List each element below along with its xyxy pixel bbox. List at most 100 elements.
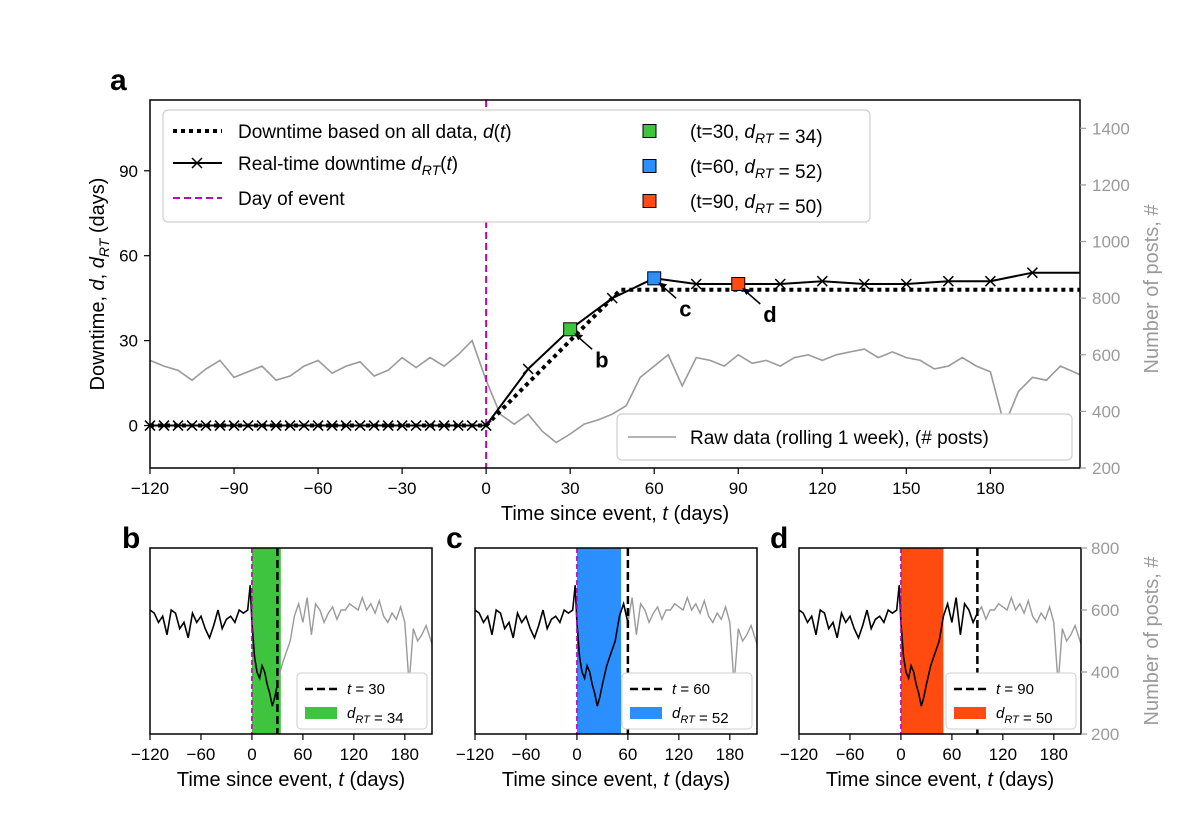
realtime-x-marker [158, 420, 170, 432]
axes-frame [149, 547, 433, 735]
small-legend-drt: dRT = 50 [996, 705, 1053, 727]
realtime-x-marker [172, 420, 184, 432]
realtime-x-marker [690, 278, 702, 290]
legend-marker-label: (t=60, dRT = 52) [690, 157, 823, 183]
y-tick-label: 30 [119, 332, 138, 351]
realtime-x-marker [522, 363, 534, 375]
realtime-x-marker [452, 420, 464, 432]
main-panel: b c d −120 −90 −60 −30 0 30 60 90 120 150 180 0 30 60 90 2… [87, 99, 1163, 525]
y-tick-label: 0 [129, 417, 138, 436]
small-legend-drt: dRT = 34 [347, 705, 404, 727]
x-tick-label: 150 [892, 479, 920, 498]
axes-frame [798, 547, 1082, 735]
legend-marker-swatch [642, 194, 657, 208]
legend-x-marker [191, 157, 203, 169]
realtime-x-marker [396, 420, 408, 432]
x-tick-label: 30 [561, 479, 580, 498]
x-tick-label: 120 [808, 479, 836, 498]
x-tick-label: −60 [836, 745, 865, 764]
posts-line-observed [150, 585, 279, 707]
small-legend-shade-swatch [954, 707, 986, 719]
legend-marker-swatch [642, 159, 657, 173]
panel-letter-b: b [122, 522, 140, 555]
posts-line-future [622, 595, 757, 685]
legend-box [162, 109, 871, 223]
realtime-x-marker [816, 275, 828, 287]
realtime-x-marker [284, 420, 296, 432]
y-right-tick-label: 1200 [1092, 176, 1130, 195]
y-right-tick-label: 400 [1092, 402, 1120, 421]
annot-arrowhead-d [742, 288, 752, 295]
x-axis-label: Time since event, t (days) [502, 769, 730, 791]
x-tick-label: −60 [187, 745, 216, 764]
panel-letter-a: a [110, 64, 127, 97]
x-tick-label: 0 [572, 745, 581, 764]
marker-t60 [647, 271, 662, 286]
legend-marker-swatch [642, 124, 657, 138]
realtime-x-marker [200, 420, 212, 432]
y-right-tick-label: 200 [1092, 459, 1120, 478]
raw-legend-box [616, 413, 1073, 461]
annot-label-b: b [595, 347, 608, 372]
small-legend-t: t = 30 [347, 681, 385, 698]
legend-marker-label: (t=90, dRT = 50) [690, 192, 823, 218]
legend-marker-label: (t=30, dRT = 34) [690, 122, 823, 148]
small-legend-t: t = 90 [996, 681, 1034, 698]
marker-t30 [563, 322, 578, 337]
raw-legend-label: Raw data (rolling 1 week), (# posts) [690, 428, 989, 449]
small-legend-shade-swatch [305, 707, 337, 719]
posts-line-future [274, 595, 432, 697]
downtime-shade [900, 548, 944, 734]
realtime-x-marker [214, 420, 226, 432]
realtime-x-marker [424, 420, 436, 432]
y-right-axis-label: Number of posts, # [1141, 204, 1163, 374]
posts-line-observed [475, 585, 629, 707]
annot-arrowhead-b [574, 333, 584, 341]
small-legend-t: t = 60 [672, 681, 710, 698]
axes-frame [149, 99, 1081, 469]
realtime-x-marker [270, 420, 282, 432]
realtime-x-marker [858, 278, 870, 290]
x-tick-label: 180 [976, 479, 1004, 498]
realtime-x-marker [480, 420, 492, 432]
realtime-x-marker [354, 420, 366, 432]
x-tick-label: 180 [1040, 745, 1068, 764]
downtime-all-data-line [150, 287, 1080, 428]
x-tick-label: 120 [665, 745, 693, 764]
x-tick-label: −120 [131, 479, 169, 498]
y-right-axis-label: Number of posts, # [1141, 556, 1163, 726]
y-right-tick-label: 1000 [1092, 233, 1130, 252]
small-legend-drt: dRT = 52 [672, 705, 729, 727]
x-tick-label: 90 [729, 479, 748, 498]
x-tick-label: −120 [780, 745, 818, 764]
realtime-x-marker [466, 420, 478, 432]
small-panel-d: −120 −60 0 60 120 180 Time since event, t (day… [780, 539, 1163, 791]
downtime-shade [251, 548, 281, 734]
x-tick-label: 120 [989, 745, 1017, 764]
y-right-tick-label: 1400 [1092, 119, 1130, 138]
x-tick-label: −90 [220, 479, 249, 498]
posts-line-future [972, 595, 1081, 685]
x-tick-label: 0 [481, 479, 490, 498]
annot-label-d: d [763, 302, 776, 327]
x-tick-label: 60 [645, 479, 664, 498]
realtime-x-marker [382, 420, 394, 432]
axes-frame [474, 547, 758, 735]
small-legend-shade-swatch [630, 707, 662, 719]
small-panel-c: −120 −60 0 60 120 180 Time since event, t (day… [456, 547, 758, 791]
x-tick-label: −60 [304, 479, 333, 498]
x-tick-label: 0 [896, 745, 905, 764]
realtime-x-marker [186, 420, 198, 432]
x-axis-label: Time since event, t (days) [501, 503, 729, 525]
x-tick-label: 60 [618, 745, 637, 764]
x-tick-label: 0 [247, 745, 256, 764]
legend-entry-realtime: Real-time downtime dRT(t) [238, 154, 458, 178]
realtime-x-marker [774, 278, 786, 290]
x-tick-label: −30 [388, 479, 417, 498]
x-tick-label: −60 [512, 745, 541, 764]
realtime-x-marker [242, 420, 254, 432]
x-axis-label: Time since event, t (days) [826, 769, 1054, 791]
y-right-tick-label: 800 [1092, 289, 1120, 308]
x-tick-label: −120 [456, 745, 494, 764]
